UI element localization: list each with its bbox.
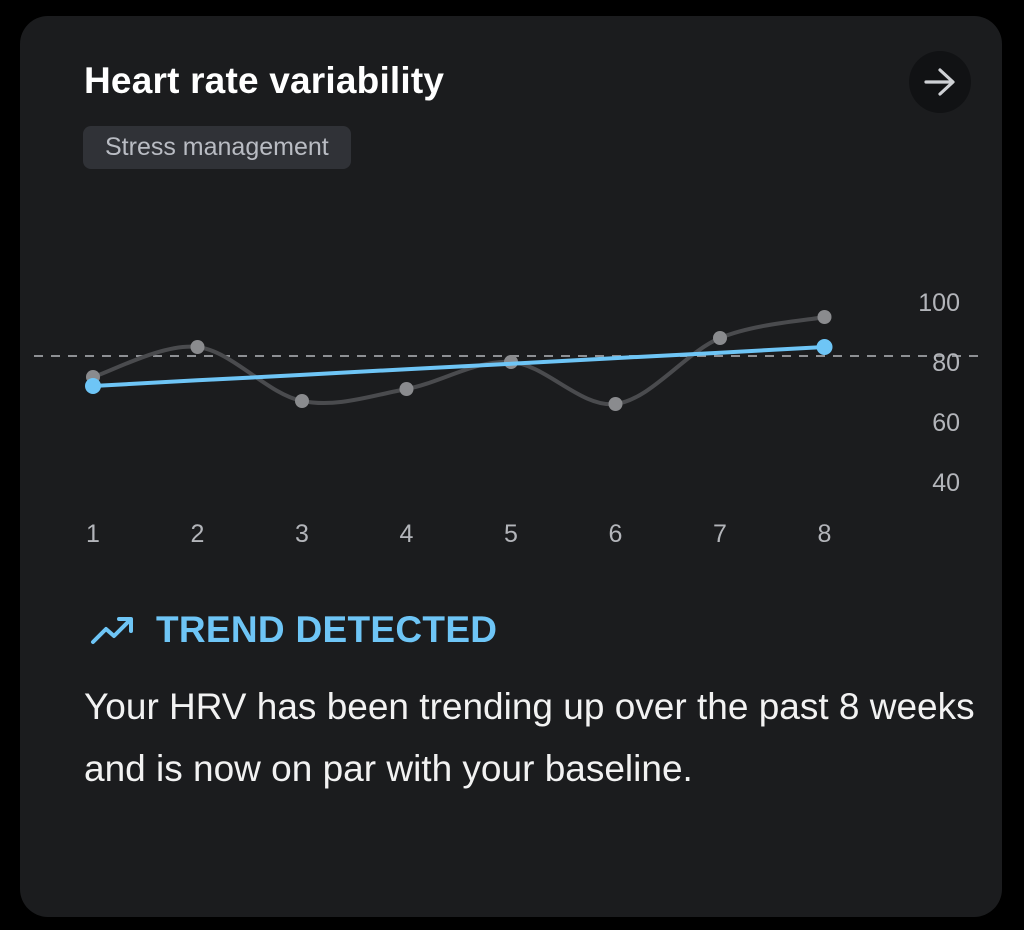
trend-line — [91, 345, 827, 388]
hrv-card[interactable]: Heart rate variability Stress management… — [20, 16, 1002, 917]
x-tick-label: 5 — [504, 520, 518, 548]
y-tick-label: 80 — [932, 349, 960, 377]
trending-up-icon — [91, 617, 133, 644]
trend-description: Your HRV has been trending up over the p… — [84, 686, 975, 789]
open-details-button[interactable] — [909, 51, 971, 113]
hrv-data-point — [295, 394, 309, 408]
trend-indicator: TREND DETECTED — [90, 608, 497, 652]
card-title: Heart rate variability — [84, 60, 445, 101]
trend-endpoint — [816, 339, 833, 355]
hrv-data-point — [608, 397, 623, 411]
category-tag: Stress management — [83, 126, 351, 169]
y-tick-label: 40 — [932, 469, 960, 497]
hrv-data-point — [713, 331, 727, 345]
hrv-raw-line — [92, 315, 825, 407]
x-tick-label: 6 — [609, 520, 623, 548]
trend-endpoint — [85, 378, 101, 394]
x-tick-label: 4 — [400, 520, 414, 548]
hrv-data-point — [399, 382, 414, 396]
hrv-data-point — [190, 340, 205, 354]
y-tick-label: 60 — [932, 409, 960, 437]
x-tick-label: 7 — [713, 520, 727, 548]
x-tick-label: 2 — [191, 520, 205, 548]
y-tick-label: 100 — [918, 289, 960, 317]
x-tick-label: 3 — [295, 520, 309, 548]
x-tick-label: 1 — [86, 520, 100, 548]
hrv-chart: 100 80 60 40 1 2 3 4 5 6 7 8 — [34, 289, 984, 548]
trend-label: TREND DETECTED — [156, 609, 498, 650]
arrow-right-icon — [924, 68, 955, 96]
hrv-data-point — [817, 310, 832, 324]
x-tick-label: 8 — [818, 520, 832, 548]
